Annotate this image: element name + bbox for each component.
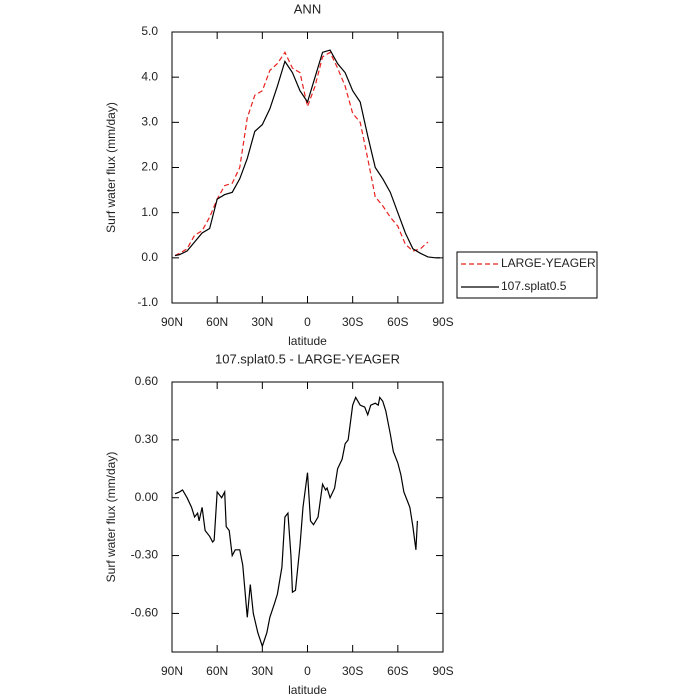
x-axis-label: latitude (288, 683, 327, 697)
x-tick-label: 0 (304, 664, 311, 678)
x-tick-label: 30S (342, 664, 363, 678)
legend-box (456, 251, 598, 299)
x-tick-label: 60N (206, 664, 228, 678)
y-tick-label: 1.0 (141, 205, 158, 219)
x-tick-label: 30S (342, 315, 363, 329)
y-tick-label: 0.00 (135, 490, 159, 504)
x-tick-label: 0 (304, 315, 311, 329)
legend-label: 107.splat0.5 (501, 279, 567, 293)
x-tick-label: 60S (387, 315, 408, 329)
data-line (174, 396, 419, 649)
y-tick-label: 5.0 (141, 24, 158, 38)
x-tick-label: 30N (251, 664, 273, 678)
x-tick-label: 90S (432, 315, 453, 329)
x-tick-label: 90S (432, 664, 453, 678)
y-tick-label: 0.30 (135, 432, 159, 446)
y-tick-label: 0.60 (135, 374, 159, 388)
y-tick-label: -1.0 (137, 295, 158, 309)
y-tick-label: 2.0 (141, 160, 158, 174)
x-tick-label: 60S (387, 664, 408, 678)
x-tick-label: 60N (206, 315, 228, 329)
data-line (174, 51, 429, 257)
chart-title: ANN (294, 1, 321, 16)
y-axis-label: Surf water flux (mm/day) (104, 102, 118, 233)
x-tick-label: 30N (251, 315, 273, 329)
plot-frame (171, 381, 444, 653)
x-tick-label: 90N (161, 315, 183, 329)
y-tick-label: -0.30 (131, 548, 159, 562)
y-tick-label: 0.0 (141, 250, 158, 264)
y-axis-label: Surf water flux (mm/day) (104, 452, 118, 583)
legend-label: LARGE-YEAGER (501, 256, 596, 270)
y-tick-label: 4.0 (141, 69, 158, 83)
y-tick-label: -0.60 (131, 606, 159, 620)
x-tick-label: 90N (161, 664, 183, 678)
plot-frame (171, 31, 444, 304)
data-line (174, 49, 440, 259)
y-tick-label: 3.0 (141, 115, 158, 129)
chart-title: 107.splat0.5 - LARGE-YEAGER (215, 351, 400, 366)
x-axis-label: latitude (288, 334, 327, 348)
